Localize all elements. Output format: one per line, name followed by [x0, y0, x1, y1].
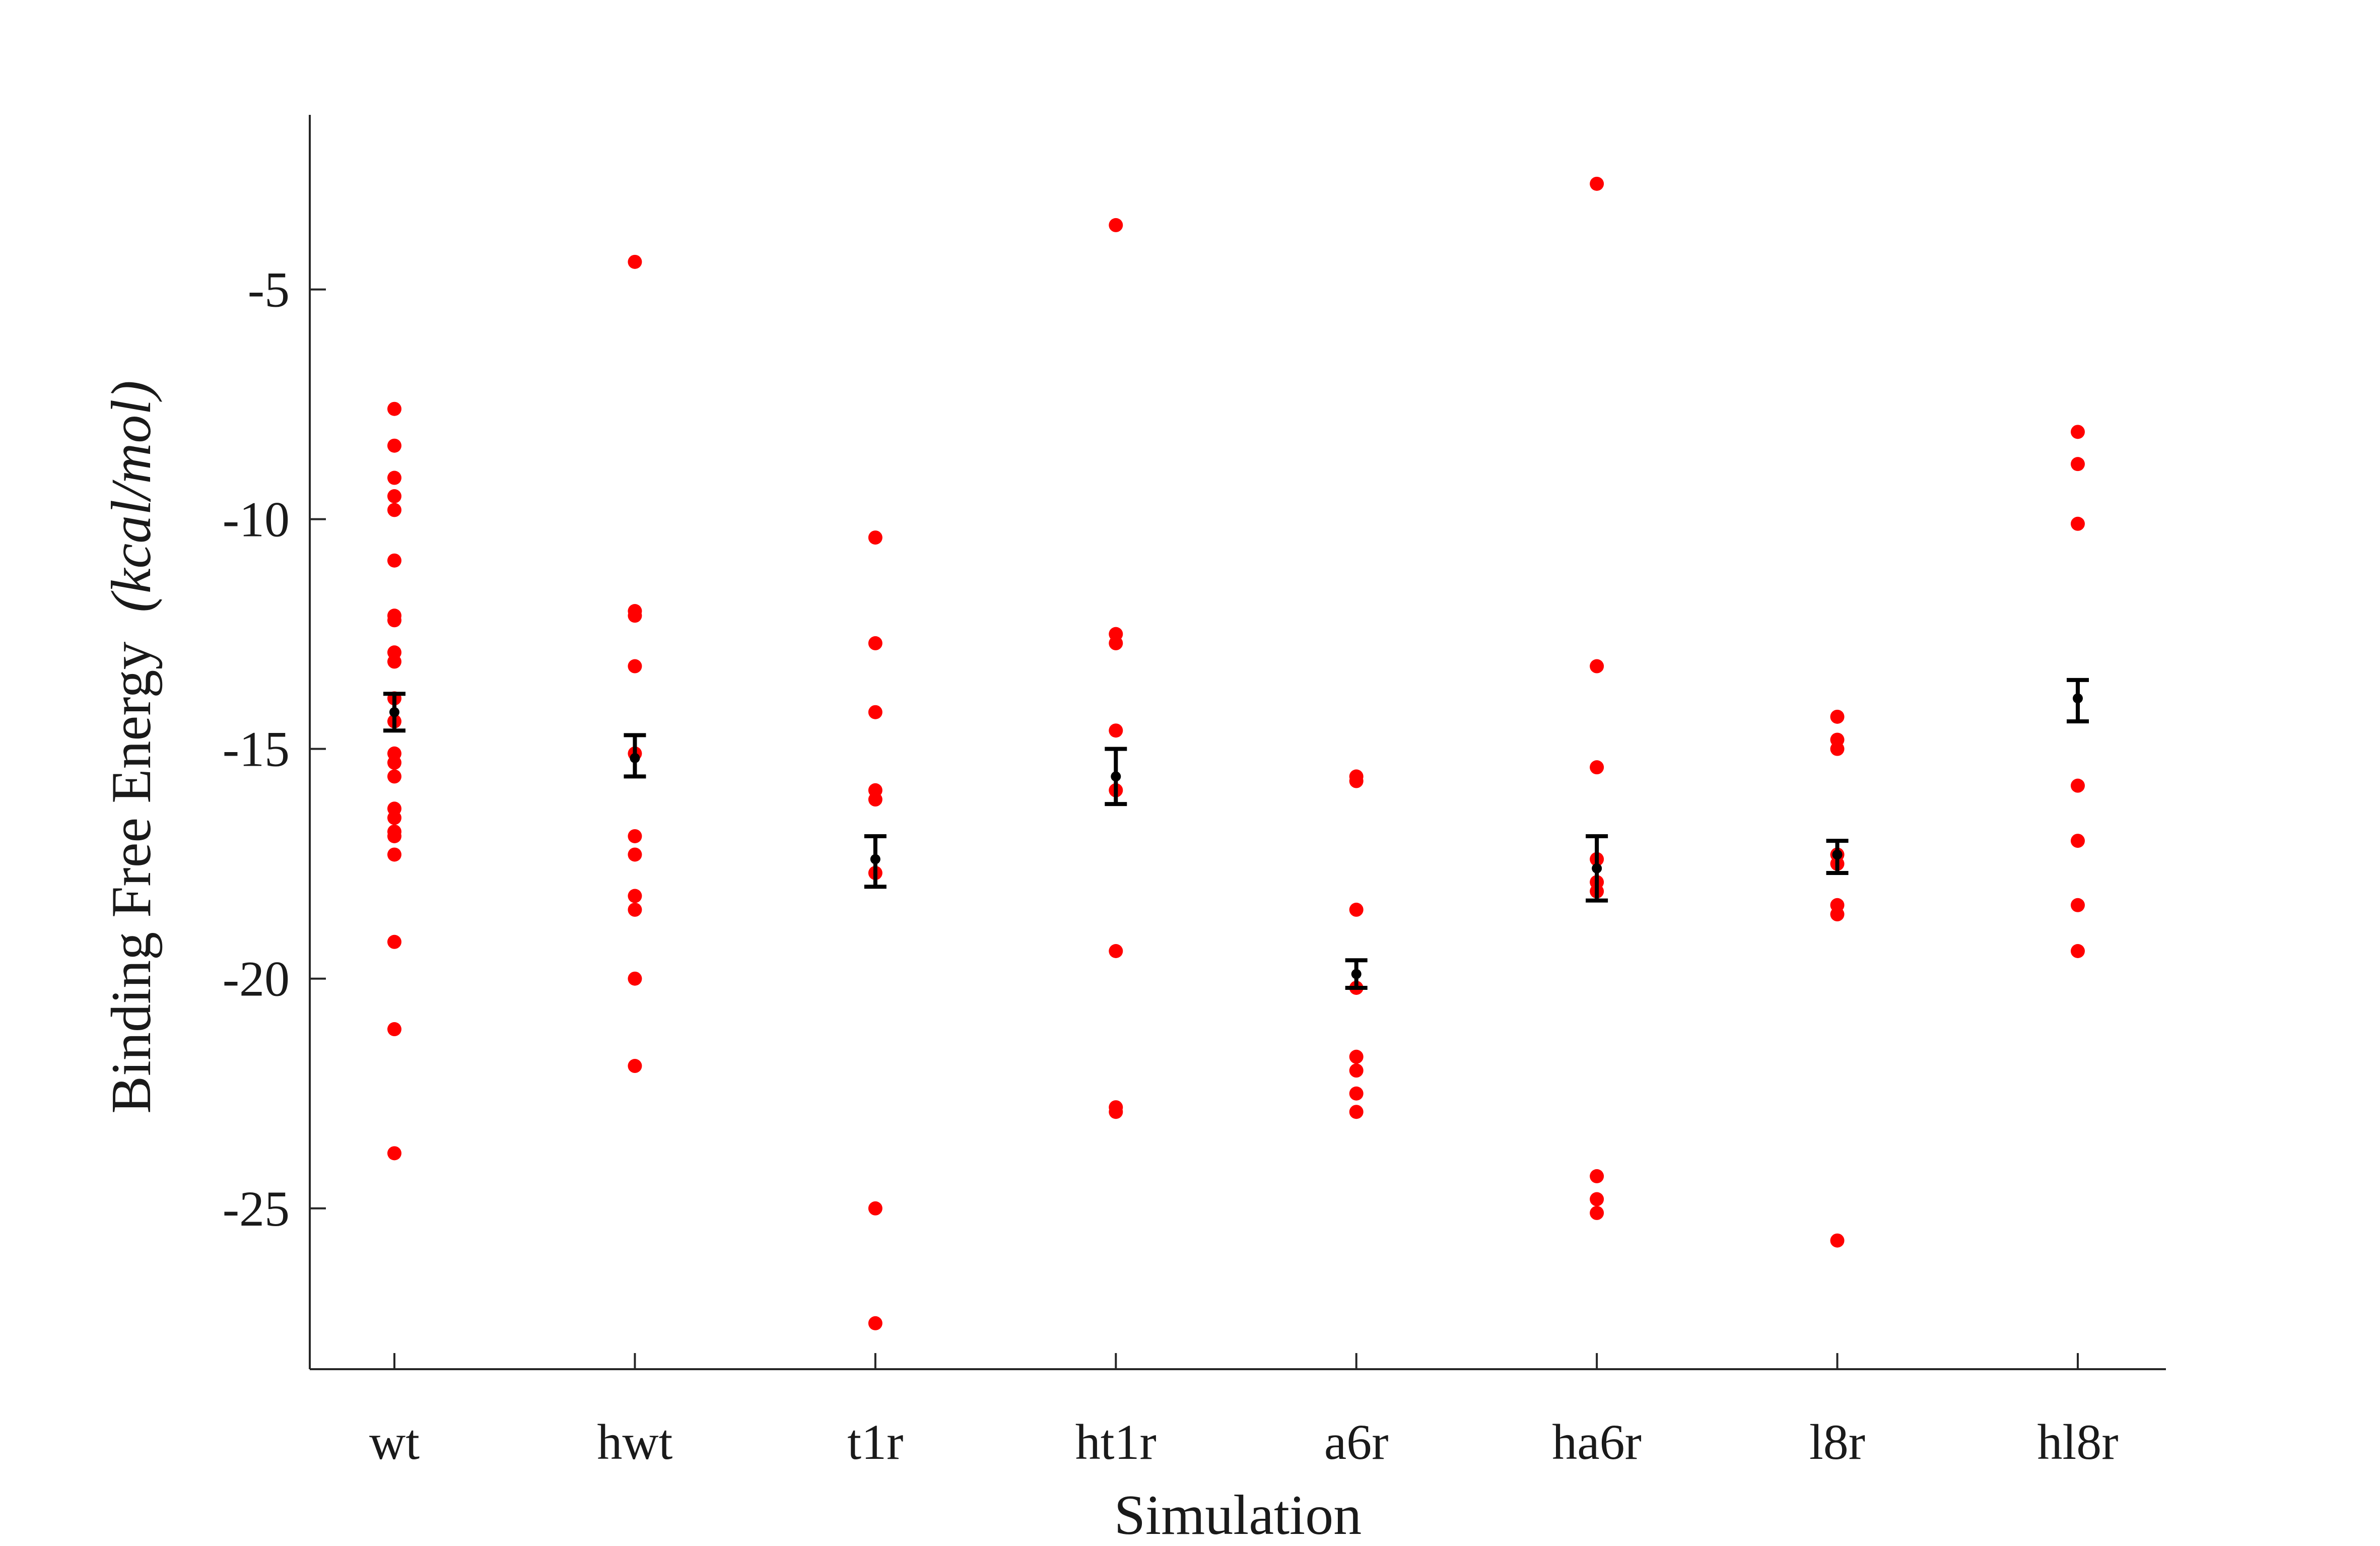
data-point: [628, 254, 642, 269]
y-tick-label: -25: [223, 1181, 290, 1237]
mean-point: [1111, 771, 1121, 782]
data-point: [2071, 834, 2085, 848]
data-point: [387, 1146, 401, 1161]
y-tick-label: -5: [248, 262, 290, 318]
data-point: [1349, 1049, 1364, 1064]
x-tick-label: ha6r: [1552, 1414, 1642, 1470]
data-point: [2071, 898, 2085, 912]
data-point: [1590, 1169, 1604, 1183]
x-tick-label: wt: [369, 1414, 420, 1470]
y-ticks: -25 -20 -15 -10 -5: [223, 262, 326, 1237]
data-point: [387, 613, 401, 628]
data-point: [868, 792, 882, 807]
data-point: [1590, 1192, 1604, 1206]
data-point: [1109, 723, 1123, 738]
data-point: [1349, 774, 1364, 788]
data-point: [868, 705, 882, 719]
mean-point: [2073, 693, 2083, 704]
data-point: [1590, 659, 1604, 674]
data-point: [628, 971, 642, 986]
x-tick-label: ht1r: [1075, 1414, 1157, 1470]
data-point: [2071, 778, 2085, 793]
data-point: [1590, 760, 1604, 775]
x-ticks: wt hwt t1r ht1r a6r ha6r l8r hl8r: [369, 1353, 2119, 1470]
data-point: [387, 438, 401, 453]
data-point: [387, 829, 401, 843]
data-point: [1109, 1105, 1123, 1119]
mean-point: [1832, 849, 1843, 860]
mean-point: [1351, 969, 1362, 979]
data-point: [1349, 902, 1364, 917]
data-point: [387, 811, 401, 825]
data-point: [628, 902, 642, 917]
mean-point: [389, 707, 399, 717]
data-point: [1349, 1086, 1364, 1101]
data-point: [1830, 1233, 1845, 1248]
data-point: [2071, 457, 2085, 472]
data-point: [868, 636, 882, 650]
data-point: [1590, 176, 1604, 191]
data-point: [387, 934, 401, 949]
data-point: [628, 829, 642, 843]
data-point: [1830, 709, 1845, 724]
data-point: [1109, 218, 1123, 232]
y-tick-label: -15: [223, 721, 290, 777]
data-point: [387, 769, 401, 784]
axes: [309, 115, 2166, 1370]
data-point: [1590, 1205, 1604, 1220]
data-point: [1109, 944, 1123, 958]
data-point: [1349, 1105, 1364, 1119]
data-point: [2071, 516, 2085, 531]
data-point: [868, 1316, 882, 1330]
data-point: [1830, 907, 1845, 922]
x-tick-label: t1r: [847, 1414, 903, 1470]
mean-point: [870, 854, 880, 864]
data-point: [2071, 944, 2085, 958]
data-point: [868, 530, 882, 545]
data-points: [387, 176, 2085, 1330]
data-point: [387, 470, 401, 485]
data-point: [387, 1022, 401, 1037]
y-tick-label: -20: [223, 951, 290, 1007]
data-point: [868, 1201, 882, 1216]
x-tick-label: a6r: [1324, 1414, 1389, 1470]
data-point: [628, 847, 642, 862]
y-tick-label: -10: [223, 492, 290, 548]
mean-point: [1592, 863, 1602, 873]
data-point: [628, 1059, 642, 1073]
data-point: [1349, 1063, 1364, 1078]
data-point: [1830, 742, 1845, 756]
data-point: [1109, 636, 1123, 650]
y-axis-title: Binding Free Energy (kcal/mol): [100, 380, 163, 1114]
data-point: [387, 489, 401, 504]
x-tick-label: hl8r: [2037, 1414, 2118, 1470]
error-bars: [383, 678, 2089, 990]
data-point: [387, 503, 401, 517]
data-point: [628, 889, 642, 903]
x-axis-title: Simulation: [1114, 1484, 1362, 1546]
y-axis-title-unit: (kcal/mol): [100, 380, 163, 612]
data-point: [387, 654, 401, 669]
x-tick-label: l8r: [1809, 1414, 1865, 1470]
data-point: [628, 659, 642, 674]
mean-point: [630, 753, 640, 763]
data-point: [387, 756, 401, 770]
data-point: [2071, 425, 2085, 439]
y-axis-title-text: Binding Free Energy: [100, 641, 163, 1113]
data-point: [387, 847, 401, 862]
x-tick-label: hwt: [597, 1414, 672, 1470]
data-point: [387, 401, 401, 416]
data-point: [628, 609, 642, 623]
data-point: [387, 553, 401, 568]
